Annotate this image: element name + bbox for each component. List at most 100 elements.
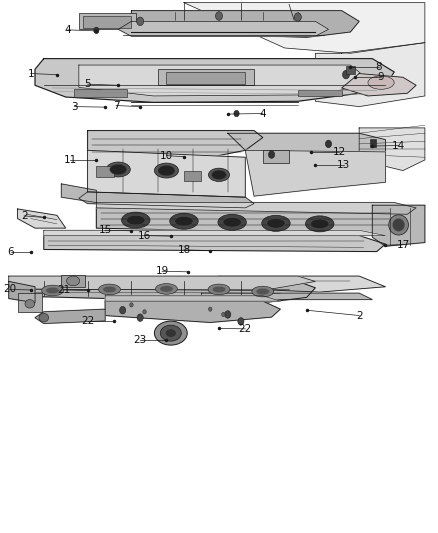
Ellipse shape [305, 216, 334, 232]
Text: 12: 12 [333, 148, 346, 157]
Ellipse shape [212, 170, 226, 180]
Text: 17: 17 [396, 240, 410, 249]
Polygon shape [118, 21, 328, 36]
Polygon shape [35, 309, 105, 324]
Bar [83, 16, 131, 28]
Circle shape [268, 151, 275, 158]
Text: 5: 5 [84, 79, 91, 89]
Bar [96, 166, 114, 177]
Bar [61, 275, 85, 287]
Text: 4: 4 [259, 109, 266, 118]
Text: 23: 23 [134, 335, 147, 344]
Ellipse shape [110, 164, 127, 175]
Polygon shape [96, 208, 416, 235]
Ellipse shape [158, 165, 175, 176]
Bar [158, 69, 254, 85]
Circle shape [137, 314, 143, 321]
Ellipse shape [154, 321, 187, 345]
Text: 4: 4 [64, 25, 71, 35]
Circle shape [222, 312, 225, 317]
Text: 15: 15 [99, 225, 112, 235]
Ellipse shape [99, 284, 120, 295]
Circle shape [325, 140, 332, 148]
Circle shape [137, 17, 144, 26]
Polygon shape [79, 65, 364, 96]
Ellipse shape [252, 286, 274, 297]
Text: 7: 7 [113, 101, 120, 110]
Polygon shape [88, 150, 245, 197]
Ellipse shape [25, 300, 35, 308]
Polygon shape [44, 230, 385, 236]
Bar [298, 90, 342, 96]
Text: 13: 13 [337, 160, 350, 170]
Text: 1: 1 [27, 69, 34, 78]
Text: 19: 19 [155, 266, 169, 276]
Bar [370, 139, 376, 147]
Polygon shape [184, 3, 425, 53]
Text: 8: 8 [375, 62, 382, 71]
Polygon shape [88, 131, 263, 157]
Polygon shape [9, 276, 315, 290]
Circle shape [120, 306, 126, 314]
Circle shape [94, 27, 99, 34]
Polygon shape [315, 43, 425, 107]
Polygon shape [35, 59, 394, 102]
Polygon shape [359, 128, 425, 171]
Ellipse shape [392, 219, 405, 231]
Bar [74, 89, 127, 97]
Polygon shape [18, 209, 66, 228]
Ellipse shape [166, 329, 176, 337]
Ellipse shape [127, 215, 145, 225]
Ellipse shape [106, 162, 131, 177]
Ellipse shape [256, 288, 269, 295]
Bar [184, 171, 201, 181]
Ellipse shape [170, 213, 198, 229]
Text: 18: 18 [177, 245, 191, 255]
Polygon shape [9, 281, 35, 303]
Circle shape [208, 307, 212, 311]
Text: 10: 10 [160, 151, 173, 160]
Polygon shape [105, 301, 280, 322]
Ellipse shape [368, 76, 394, 90]
Circle shape [234, 110, 239, 117]
Circle shape [215, 12, 223, 20]
Text: 21: 21 [57, 285, 70, 295]
Ellipse shape [208, 284, 230, 295]
Text: 2: 2 [21, 211, 28, 221]
Ellipse shape [46, 287, 59, 294]
Polygon shape [9, 281, 315, 303]
Circle shape [343, 70, 350, 79]
Ellipse shape [67, 276, 80, 286]
Bar [18, 293, 42, 312]
Polygon shape [228, 133, 385, 160]
Ellipse shape [121, 212, 150, 228]
Ellipse shape [39, 313, 49, 322]
Ellipse shape [175, 216, 193, 226]
Polygon shape [219, 276, 385, 292]
Text: 22: 22 [239, 324, 252, 334]
Ellipse shape [160, 325, 181, 341]
Text: 20: 20 [3, 285, 16, 294]
Circle shape [130, 303, 133, 307]
Circle shape [238, 318, 244, 325]
Polygon shape [44, 236, 385, 252]
Ellipse shape [155, 284, 177, 294]
Ellipse shape [212, 286, 226, 293]
Text: 16: 16 [138, 231, 151, 240]
Polygon shape [342, 74, 416, 96]
Circle shape [225, 311, 231, 318]
Text: 2: 2 [356, 311, 363, 320]
Ellipse shape [42, 285, 64, 296]
Polygon shape [61, 184, 96, 203]
Bar [79, 13, 136, 29]
Ellipse shape [223, 217, 241, 227]
Text: 6: 6 [7, 247, 14, 256]
Ellipse shape [154, 163, 178, 178]
Ellipse shape [389, 215, 409, 235]
Polygon shape [79, 192, 254, 208]
Ellipse shape [160, 286, 173, 292]
Ellipse shape [208, 168, 230, 181]
Ellipse shape [267, 219, 285, 228]
Circle shape [294, 13, 301, 21]
Bar [346, 66, 355, 74]
